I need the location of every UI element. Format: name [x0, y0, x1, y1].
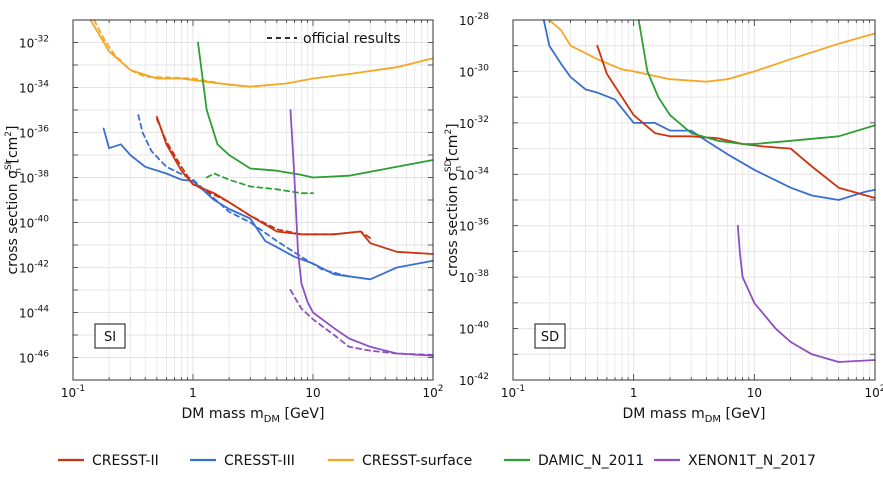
si-x-axis-label: DM mass mDM [GeV] — [182, 406, 325, 425]
si-official-results-note: official results — [267, 31, 401, 47]
si-tag-label: SI — [104, 330, 116, 345]
official-results-label: official results — [303, 31, 401, 47]
si-grid — [72, 19, 433, 381]
xenon-dashed-line — [289, 289, 434, 356]
x-tick-label: 102 — [422, 384, 443, 400]
legend-label-xenon: XENON1T_N_2017 — [688, 453, 816, 469]
legend-label-cresst-ii: CRESST-II — [92, 453, 159, 469]
si-ticks: 10-1 1 10 102 10-32 10-34 10-36 10-38 10-40 10-42… — [19, 19, 444, 400]
x-tick-label: 10 — [305, 386, 320, 400]
cresst-surface-solid-line — [548, 19, 876, 83]
xenon-solid-line — [736, 224, 876, 363]
y-tick-label: 10-36 — [459, 218, 489, 234]
cresst-iii-solid-line — [102, 127, 434, 281]
x-tick-label: 1 — [630, 386, 638, 400]
xenon-solid-line — [289, 109, 434, 357]
cresst-ii-solid-line — [155, 115, 434, 255]
cresst-iii-solid-line — [542, 19, 876, 201]
y-tick-label: 10-34 — [19, 80, 49, 96]
y-tick-label: 10-40 — [19, 215, 49, 231]
x-tick-label: 10-1 — [501, 384, 525, 400]
legend: CRESST-II CRESST-III CRESST-surface DAMIC_N… — [58, 453, 816, 469]
x-tick-label: 10 — [747, 386, 762, 400]
cresst-surface-solid-line — [89, 19, 434, 88]
si-panel: 10-1 1 10 102 10-32 10-34 10-36 10-38 10-40 10-42… — [4, 19, 444, 425]
cresst-iii-dashed-line — [137, 114, 351, 278]
y-tick-label: 10-42 — [19, 260, 49, 276]
x-tick-label: 102 — [864, 384, 883, 400]
si-y-axis-label: cross section σSIn [cm2] — [4, 125, 24, 274]
y-tick-label: 10-42 — [459, 372, 489, 388]
sd-tag-box — [534, 323, 566, 349]
x-tick-label: 10-1 — [61, 384, 85, 400]
y-tick-label: 10-36 — [19, 125, 49, 141]
sd-ticks: 10-1 1 10 102 10-28 10-30 10-32 10-34 10-36 10-38… — [459, 12, 883, 400]
damic-solid-line — [637, 19, 876, 145]
sd-series — [542, 19, 876, 363]
sd-panel-tag: SD — [534, 323, 566, 349]
damic-solid-line — [197, 41, 434, 179]
cresst-surface-dashed-line — [93, 19, 267, 88]
sd-y-axis-label: cross section σSDn [cm2] — [444, 123, 464, 276]
si-series — [89, 19, 434, 357]
y-tick-label: 10-38 — [19, 170, 49, 186]
si-tag-box — [94, 323, 126, 349]
y-tick-label: 10-34 — [459, 166, 489, 182]
si-plot-frame — [72, 19, 434, 381]
si-panel-tag: SI — [94, 323, 126, 349]
y-tick-label: 10-46 — [19, 350, 49, 366]
legend-label-damic: DAMIC_N_2011 — [538, 453, 644, 469]
y-tick-label: 10-32 — [19, 35, 49, 51]
cresst-ii-dashed-line — [155, 118, 372, 240]
sd-x-axis-label: DM mass mDM [GeV] — [623, 406, 766, 425]
sd-tag-label: SD — [541, 330, 559, 345]
y-tick-label: 10-32 — [459, 115, 489, 131]
y-tick-label: 10-38 — [459, 269, 489, 285]
y-tick-label: 10-40 — [459, 321, 489, 337]
y-tick-label: 10-28 — [459, 12, 489, 28]
sd-panel: 10-1 1 10 102 10-28 10-30 10-32 10-34 10-36 10-38… — [444, 12, 883, 425]
legend-label-cresst-surface: CRESST-surface — [362, 453, 472, 469]
legend-label-cresst-iii: CRESST-III — [224, 453, 295, 469]
sd-plot-frame — [512, 19, 876, 381]
cresst-ii-solid-line — [596, 44, 876, 199]
x-tick-label: 1 — [189, 386, 197, 400]
y-tick-label: 10-30 — [459, 63, 489, 79]
damic-dashed-line — [205, 172, 314, 195]
y-tick-label: 10-44 — [19, 305, 49, 321]
